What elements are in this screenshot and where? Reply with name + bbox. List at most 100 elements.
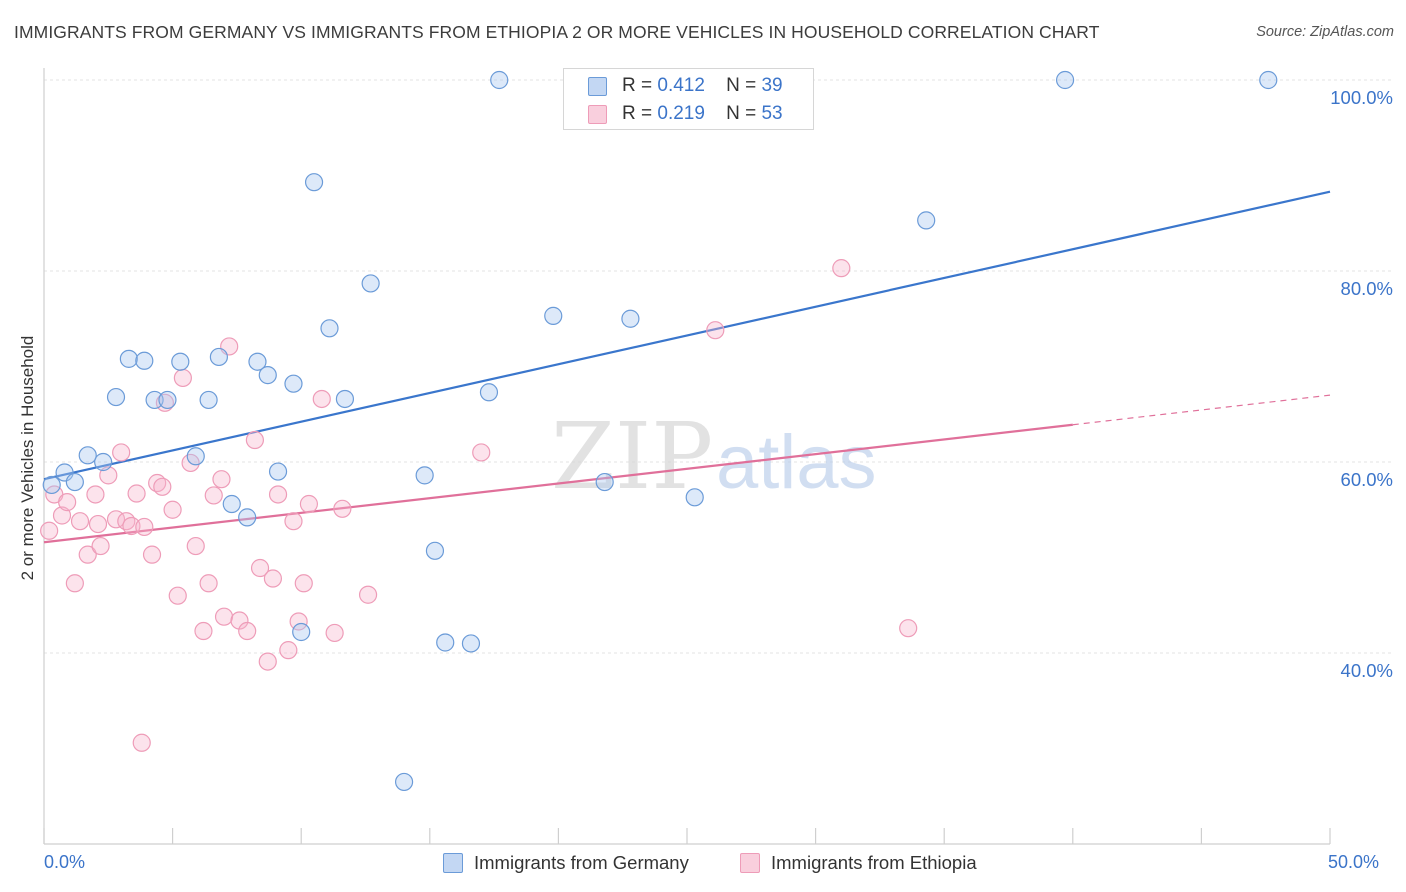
point-ethiopia-42 <box>312 389 331 409</box>
point-germany-14 <box>222 494 241 514</box>
legend-ethiopia-n-label: N = <box>726 103 757 124</box>
point-germany-13 <box>209 347 228 367</box>
legend-ethiopia-text: R = 0.219 N = 53 <box>622 103 783 125</box>
point-ethiopia-33 <box>250 558 270 578</box>
bottom-legend-ethiopia-label: Immigrants from Ethiopia <box>771 852 977 873</box>
point-ethiopia-3 <box>58 493 77 512</box>
point-germany-22 <box>335 389 355 409</box>
point-ethiopia-36 <box>268 485 288 504</box>
x-tick-label-max: 50.0% <box>1328 852 1380 872</box>
point-germany-3 <box>78 446 97 465</box>
point-ethiopia-37 <box>279 641 298 660</box>
correlation-legend: R = 0.412 N = 39 R = 0.219 N = 53 <box>563 68 814 130</box>
point-ethiopia-0 <box>40 521 59 540</box>
y-tick-label-0: 100.0% <box>1330 87 1393 108</box>
legend-swatch-germany <box>588 76 607 96</box>
bottom-legend-swatch-germany <box>443 853 463 873</box>
point-germany-27 <box>436 633 455 652</box>
trend-lines <box>43 190 1331 544</box>
point-ethiopia-19 <box>163 500 182 519</box>
point-ethiopia-25 <box>199 574 218 593</box>
legend-germany-text: R = 0.412 N = 39 <box>622 75 783 97</box>
point-ethiopia-50 <box>899 619 918 638</box>
legend-germany-r-label: R = <box>622 75 653 96</box>
point-germany-5 <box>106 387 126 407</box>
point-germany-25 <box>415 466 434 485</box>
point-ethiopia-48 <box>706 321 725 340</box>
point-ethiopia-16 <box>142 545 162 564</box>
point-ethiopia-45 <box>358 585 378 604</box>
point-ethiopia-13 <box>122 516 141 536</box>
point-ethiopia-23 <box>186 536 205 556</box>
point-ethiopia-26 <box>204 486 223 505</box>
point-germany-35 <box>292 622 311 642</box>
point-ethiopia-40 <box>294 574 313 593</box>
point-ethiopia-24 <box>194 621 213 641</box>
point-ethiopia-32 <box>245 430 265 450</box>
point-germany-10 <box>171 352 190 371</box>
point-germany-11 <box>186 447 205 466</box>
x-tick-label-min: 0.0% <box>44 852 86 872</box>
legend-germany-r-value: 0.412 <box>657 75 705 96</box>
point-germany-21 <box>320 319 339 338</box>
trend-line-ethiopia <box>43 423 1073 544</box>
point-ethiopia-51 <box>88 514 108 534</box>
point-ethiopia-43 <box>325 623 344 643</box>
legend-ethiopia-n-value: 53 <box>761 103 783 124</box>
point-ethiopia-41 <box>299 494 319 514</box>
source-label: Source: ZipAtlas.com <box>1256 24 1394 40</box>
point-germany-17 <box>258 365 277 385</box>
point-ethiopia-35 <box>263 569 283 588</box>
point-ethiopia-34 <box>258 652 277 671</box>
y-tick-label-3: 40.0% <box>1341 660 1393 681</box>
point-ethiopia-27 <box>212 470 231 489</box>
legend-ethiopia-r-label: R = <box>622 103 653 124</box>
trend-line-ethiopia-extension <box>1072 394 1331 426</box>
point-ethiopia-11 <box>112 443 131 462</box>
point-germany-2 <box>65 472 84 492</box>
y-tick-label-1: 80.0% <box>1341 278 1393 299</box>
point-ethiopia-52 <box>153 477 172 496</box>
point-germany-18 <box>268 462 288 481</box>
point-germany-34 <box>685 488 704 507</box>
point-ethiopia-15 <box>135 517 154 537</box>
point-germany-36 <box>917 211 936 230</box>
point-germany-33 <box>621 309 640 328</box>
points-ethiopia <box>40 259 918 752</box>
point-ethiopia-14 <box>127 484 146 503</box>
point-germany-24 <box>394 772 414 792</box>
bottom-legend-swatch-ethiopia <box>740 853 760 873</box>
point-germany-32 <box>595 472 614 492</box>
gridlines <box>44 79 1394 654</box>
legend-germany-n-label: N = <box>726 75 757 96</box>
point-germany-7 <box>135 351 154 370</box>
point-germany-6 <box>119 349 138 368</box>
point-ethiopia-20 <box>168 586 187 605</box>
point-ethiopia-2 <box>52 506 72 525</box>
bottom-legend-germany: Immigrants from Germany <box>443 852 689 874</box>
point-germany-26 <box>425 541 445 560</box>
point-germany-31 <box>544 306 563 325</box>
point-ethiopia-9 <box>99 466 118 485</box>
watermark-zip: ZIP <box>551 403 713 510</box>
point-germany-9 <box>158 390 177 410</box>
chart-title: IMMIGRANTS FROM GERMANY VS IMMIGRANTS FR… <box>14 22 1100 42</box>
point-ethiopia-39 <box>289 612 308 631</box>
point-germany-8 <box>145 390 164 410</box>
point-germany-20 <box>304 173 324 192</box>
point-ethiopia-46 <box>132 733 151 752</box>
point-ethiopia-21 <box>173 368 192 388</box>
point-germany-16 <box>248 352 267 371</box>
legend-germany-n-value: 39 <box>761 75 783 96</box>
point-ethiopia-38 <box>284 512 303 531</box>
point-germany-0 <box>42 475 61 495</box>
point-ethiopia-18 <box>155 393 174 412</box>
point-ethiopia-28 <box>214 607 234 626</box>
legend-swatch-ethiopia <box>588 104 607 124</box>
point-germany-19 <box>284 374 303 393</box>
x-ticks <box>43 828 1331 844</box>
point-ethiopia-5 <box>70 512 90 531</box>
point-germany-28 <box>461 634 481 653</box>
point-ethiopia-4 <box>65 574 84 593</box>
point-germany-4 <box>94 452 113 472</box>
